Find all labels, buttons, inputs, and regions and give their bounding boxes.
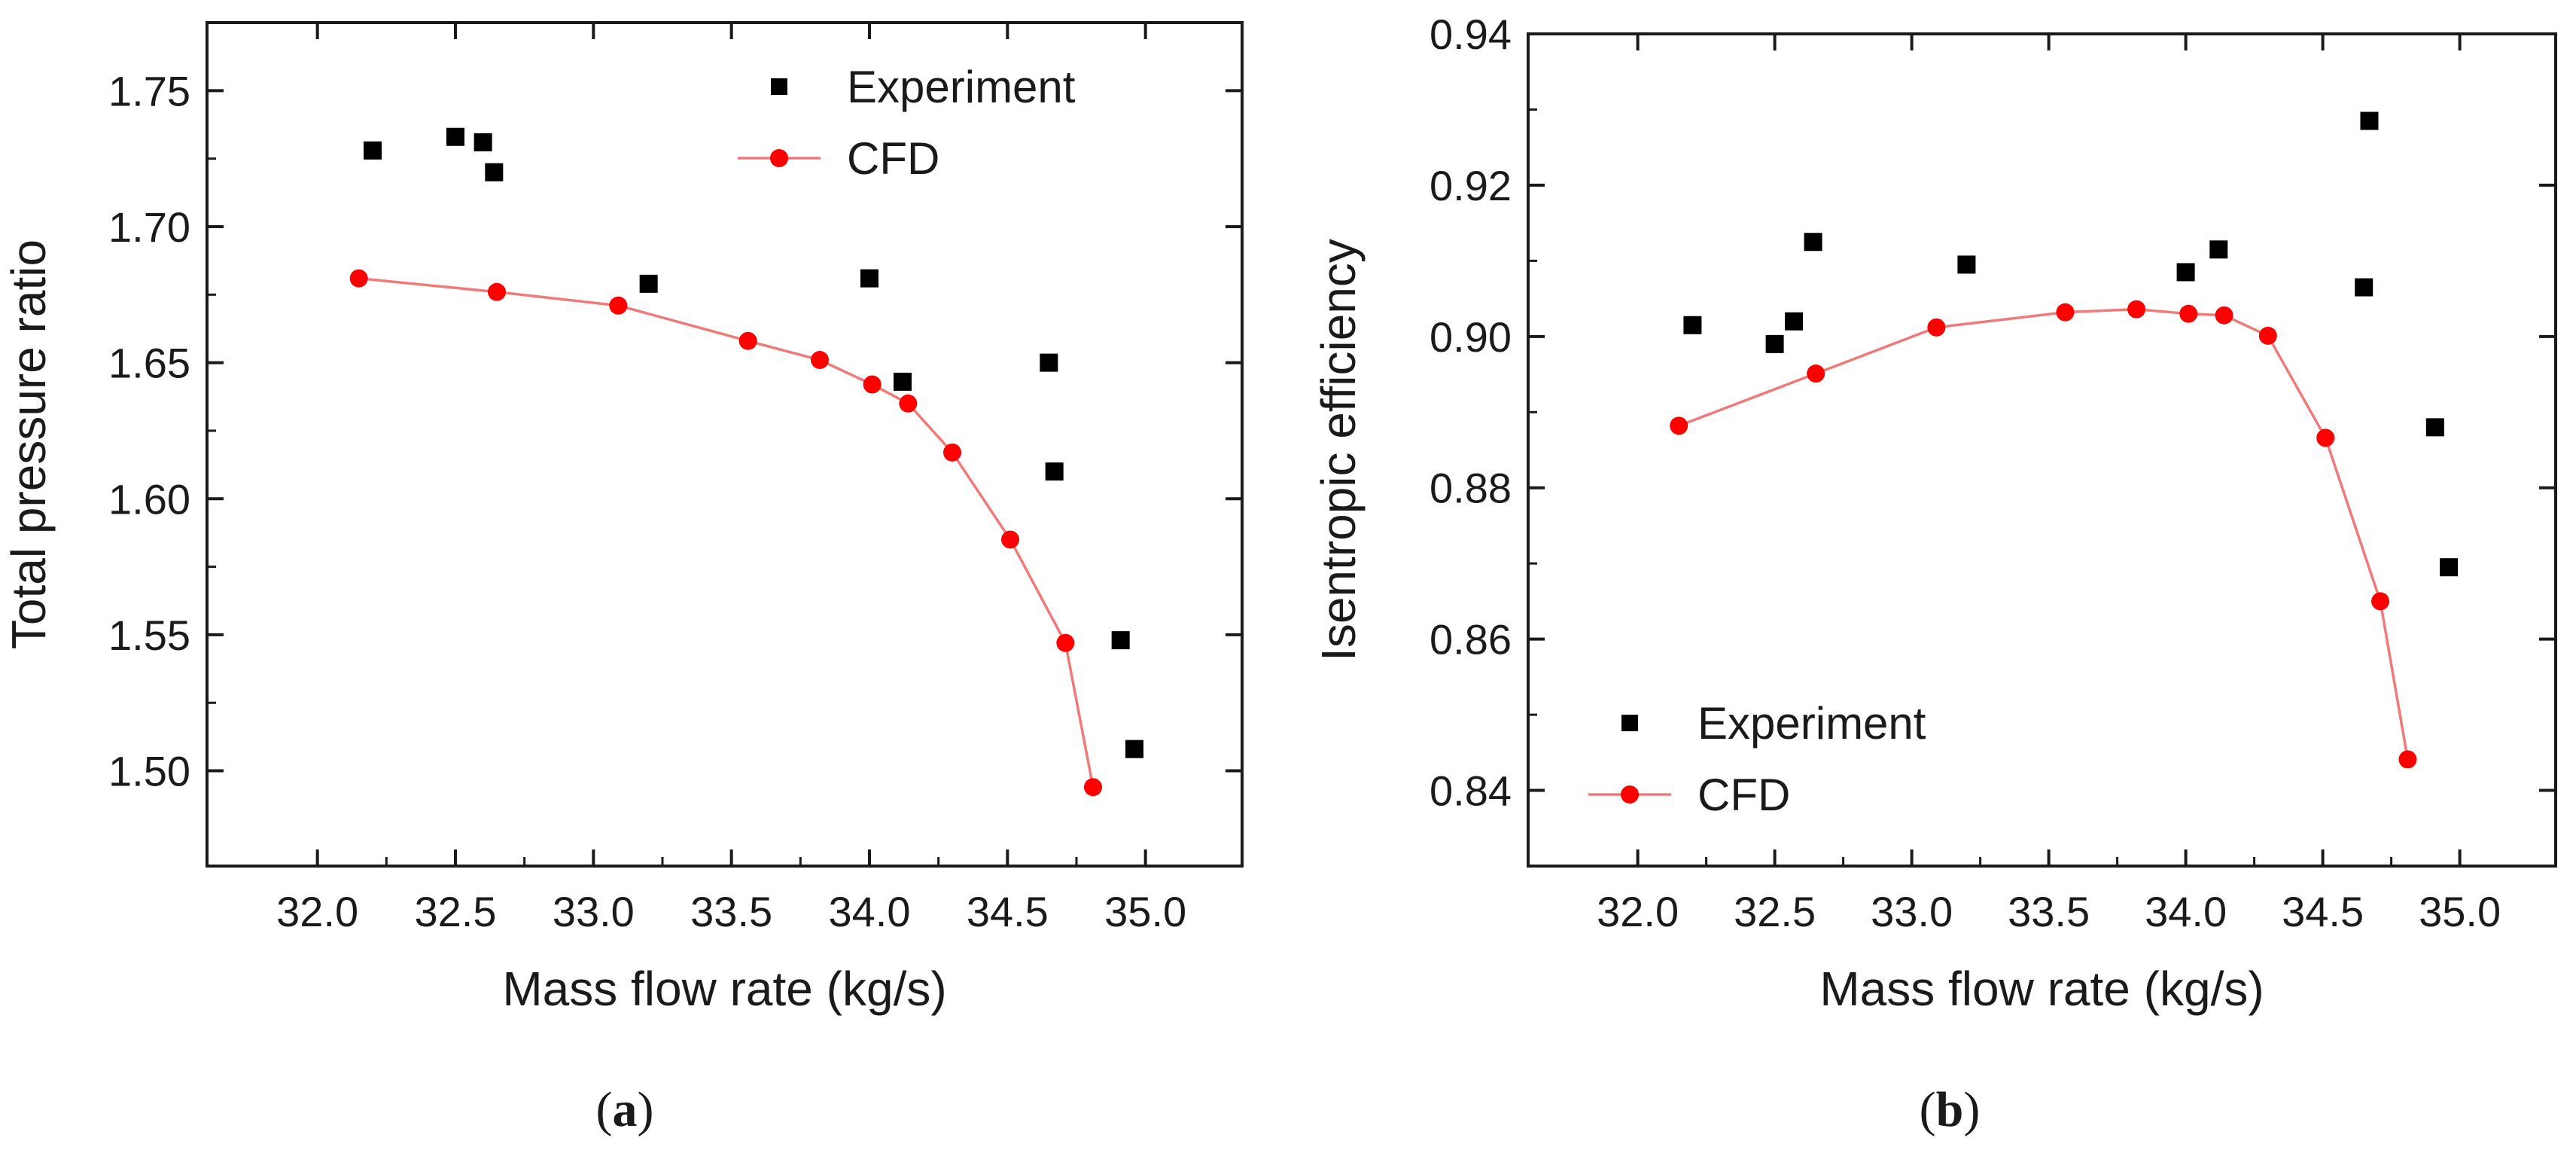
chart-a-x-tick-label: 34.5 <box>967 888 1049 935</box>
chart-b-cfd-point <box>2398 750 2417 769</box>
chart-b-cfd-point <box>1807 364 1825 383</box>
chart-b-experiment-point <box>2209 240 2228 259</box>
chart-b-x-tick-label: 35.0 <box>2419 888 2501 935</box>
chart-a-cfd-point <box>738 331 757 350</box>
chart-b-x-tick-label: 34.0 <box>2145 888 2227 935</box>
chart-b-cfd-line <box>1678 307 2410 760</box>
chart-a-cfd-point <box>899 394 918 413</box>
chart-b-experiment-point <box>2355 278 2374 297</box>
chart-b-y-tick-label: 0.92 <box>1430 162 1512 209</box>
chart-b-x-tick-label: 32.5 <box>1734 888 1816 935</box>
chart-a-y-tick-label: 1.70 <box>108 203 190 251</box>
chart-b-x-tick-label: 33.5 <box>2008 888 2090 935</box>
chart-b-y-tick-label: 0.88 <box>1430 465 1512 512</box>
chart-a-cfd-point <box>609 296 628 315</box>
chart-b-cfd-point <box>1670 416 1688 435</box>
chart-b-experiment-point <box>1765 334 1784 353</box>
chart-a-x-tick-label: 35.0 <box>1104 888 1186 935</box>
chart-a-panel-label: (a) <box>596 1082 654 1137</box>
chart-b-y-axis-title: Isentropic efficiency <box>1311 239 1366 661</box>
chart-b: 32.0 32.5 33.0 33.5 34.0 34.5 35.0 0.84 0.86 0.88… <box>1311 11 2557 1137</box>
chart-b-legend-experiment-marker <box>1621 715 1638 731</box>
chart-b-x-axis-title: Mass flow rate (kg/s) <box>1819 962 2264 1016</box>
chart-b-x-tick-label: 33.0 <box>1871 888 1953 935</box>
chart-b-y-tick-label: 0.94 <box>1430 11 1512 58</box>
chart-a-x-tick-label: 33.0 <box>553 888 635 935</box>
chart-a-cfd-point <box>1084 778 1102 797</box>
chart-b-legend-cfd-marker <box>1621 785 1639 804</box>
chart-a-experiment-point <box>485 163 504 181</box>
chart-a-experiment-point <box>446 127 464 146</box>
chart-a-cfd-point <box>349 269 368 288</box>
chart-b-x-tick-label: 32.0 <box>1597 888 1679 935</box>
chart-a-x-tick-label: 32.0 <box>276 888 358 935</box>
chart-b-legend: Experiment CFD <box>1588 698 1926 820</box>
chart-a-y-axis-title: Total pressure ratio <box>2 239 56 649</box>
chart-a-plot-frame <box>206 21 1244 868</box>
chart-a-experiment-point <box>1045 462 1064 481</box>
chart-b-experiment-point <box>1957 255 1976 274</box>
chart-b-cfd-point <box>2371 592 2390 611</box>
chart-a-y-tick-label: 1.50 <box>108 748 190 795</box>
chart-a: 32.0 32.5 33.0 33.5 34.0 34.5 35.0 1.50 1.55 1.60… <box>2 21 1244 1137</box>
chart-b-cfd-point <box>2179 304 2198 323</box>
chart-a-legend-label: CFD <box>847 133 939 184</box>
chart-b-experiment-point <box>2176 263 2195 282</box>
chart-a-cfd-point <box>1001 530 1019 549</box>
chart-b-cfd-point <box>2258 326 2277 345</box>
chart-b-experiment-point <box>1804 233 1822 252</box>
chart-a-y-tick-label: 1.60 <box>108 475 190 523</box>
chart-a-x-axis-title: Mass flow rate (kg/s) <box>502 962 946 1016</box>
chart-b-x-tick-label: 34.5 <box>2282 888 2364 935</box>
chart-b-plot-frame <box>1527 32 2557 868</box>
chart-a-experiment-point <box>1040 353 1058 372</box>
chart-a-experiment-point <box>473 133 492 151</box>
chart-a-cfd-line <box>358 276 1095 788</box>
chart-b-cfd-point <box>2127 300 2146 319</box>
chart-b-cfd-point <box>2215 306 2233 325</box>
chart-a-y-tick-label: 1.55 <box>108 611 190 659</box>
chart-a-y-tick-label: 1.65 <box>108 340 190 387</box>
chart-a-y-tick-label: 1.75 <box>108 67 190 114</box>
chart-a-legend-cfd-marker <box>770 149 788 167</box>
chart-a-legend: Experiment CFD <box>738 62 1076 184</box>
chart-a-x-tick-label: 32.5 <box>415 888 497 935</box>
chart-a-experiment-point <box>1125 740 1143 758</box>
chart-b-experiment-point <box>2440 558 2459 577</box>
chart-a-legend-experiment-marker <box>771 78 787 95</box>
chart-b-y-tick-label: 0.84 <box>1430 767 1512 815</box>
chart-a-experiment-point <box>639 274 658 293</box>
chart-b-panel-label: (b) <box>1920 1082 1981 1137</box>
chart-a-x-tick-label: 34.0 <box>829 888 911 935</box>
chart-a-legend-label: Experiment <box>847 62 1076 112</box>
chart-b-cfd-point <box>2316 429 2335 447</box>
chart-a-cfd-point <box>943 443 961 462</box>
chart-a-cfd-point <box>811 351 829 369</box>
chart-a-experiment-point <box>894 372 912 391</box>
chart-b-experiment-point <box>2425 418 2444 437</box>
chart-b-experiment-point <box>1785 312 1804 331</box>
chart-b-cfd-point <box>1927 318 1946 337</box>
chart-a-experiment-point <box>364 141 382 160</box>
chart-b-y-tick-label: 0.90 <box>1430 313 1512 361</box>
chart-a-experiment-point <box>860 269 878 288</box>
chart-b-legend-label: CFD <box>1698 770 1790 820</box>
chart-b-experiment-point <box>1683 316 1702 334</box>
chart-a-cfd-point <box>1056 633 1075 652</box>
chart-a-cfd-point <box>863 375 882 394</box>
chart-a-cfd-point <box>488 282 506 301</box>
chart-a-experiment-point <box>1111 631 1130 650</box>
chart-a-x-tick-label: 33.5 <box>690 888 772 935</box>
chart-b-y-tick-label: 0.86 <box>1430 616 1512 663</box>
chart-b-cfd-point <box>2056 303 2075 322</box>
chart-b-legend-label: Experiment <box>1698 698 1926 749</box>
chart-b-experiment-point <box>2360 111 2379 130</box>
